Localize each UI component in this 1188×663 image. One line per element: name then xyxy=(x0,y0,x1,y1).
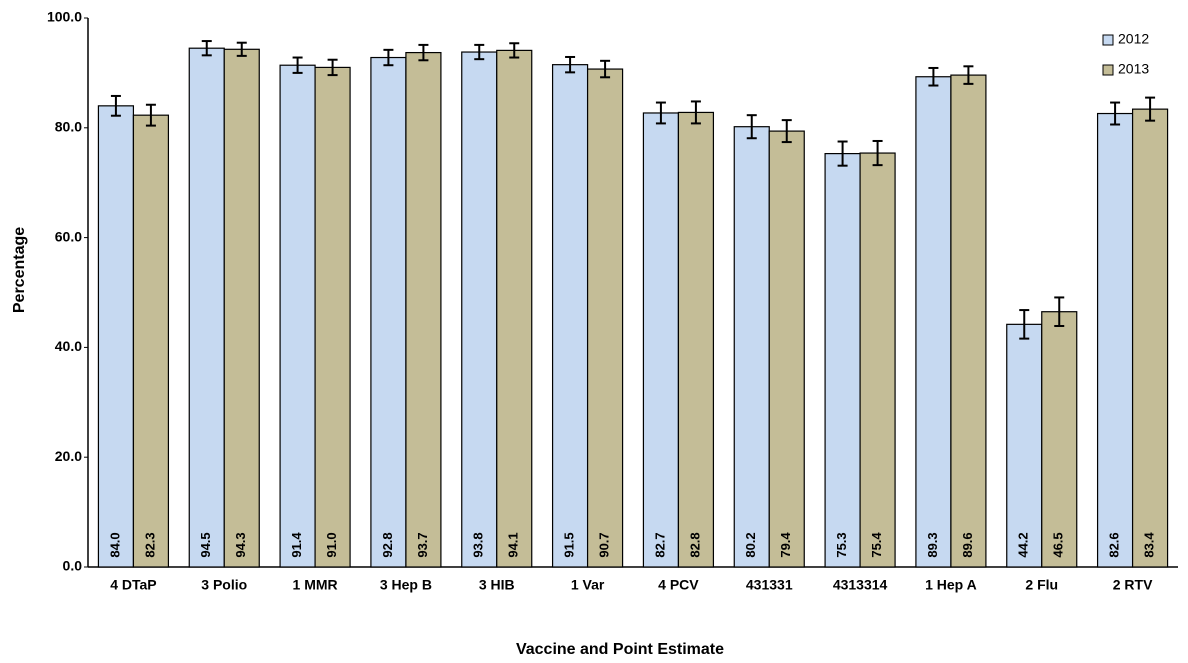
value-label: 94.1 xyxy=(506,532,521,557)
value-label: 91.4 xyxy=(289,532,304,558)
bar xyxy=(768,130,805,568)
bar xyxy=(1131,108,1169,568)
x-tick-label: 4 PCV xyxy=(658,577,699,593)
legend-swatch xyxy=(1102,34,1114,46)
x-tick-label: 3 Polio xyxy=(201,577,247,593)
error-bar xyxy=(746,114,757,140)
x-tick-label: 1 MMR xyxy=(293,577,338,593)
bar xyxy=(915,76,952,568)
value-label: 82.3 xyxy=(142,532,157,557)
bar xyxy=(859,152,896,568)
error-bar xyxy=(565,55,576,74)
error-bar xyxy=(928,66,939,87)
value-label: 83.4 xyxy=(1142,532,1157,558)
value-label: 82.6 xyxy=(1107,532,1122,557)
bar xyxy=(405,51,442,568)
y-tick-label: 0.0 xyxy=(63,558,83,574)
bar xyxy=(314,66,351,568)
bar xyxy=(1041,311,1078,568)
value-label: 90.7 xyxy=(597,532,612,557)
x-tick-label: 431331 xyxy=(746,577,793,593)
error-bar xyxy=(383,48,394,67)
value-label: 93.8 xyxy=(471,532,486,557)
error-bar xyxy=(110,94,121,117)
value-label: 44.2 xyxy=(1016,532,1031,557)
value-label: 82.8 xyxy=(687,532,702,557)
value-label: 91.5 xyxy=(562,532,577,557)
error-bar xyxy=(655,101,666,125)
value-label: 84.0 xyxy=(107,532,122,557)
error-bar xyxy=(963,65,974,85)
value-label: 94.5 xyxy=(198,532,213,557)
bar xyxy=(279,64,316,568)
value-label: 89.3 xyxy=(925,532,940,557)
error-bar xyxy=(600,59,611,79)
y-tick-label: 60.0 xyxy=(55,228,82,244)
value-label: 80.2 xyxy=(743,532,758,557)
bar xyxy=(551,64,589,568)
value-label: 89.6 xyxy=(960,532,975,557)
error-bar xyxy=(474,43,485,61)
bar xyxy=(223,48,260,568)
value-label: 93.7 xyxy=(415,532,430,557)
x-tick-label: 2 RTV xyxy=(1113,577,1153,593)
error-bar xyxy=(145,103,156,127)
bar xyxy=(824,153,861,568)
bar xyxy=(642,112,680,568)
value-label: 94.3 xyxy=(233,532,248,557)
bar xyxy=(370,56,407,568)
bar xyxy=(97,105,135,568)
y-tick-label: 100.0 xyxy=(47,9,82,25)
bar xyxy=(586,68,624,568)
error-bar xyxy=(327,58,338,77)
bar xyxy=(677,111,715,568)
x-tick-label: 4 DTaP xyxy=(110,577,156,593)
value-label: 82.7 xyxy=(652,532,667,557)
bar xyxy=(1006,323,1043,568)
value-label: 92.8 xyxy=(380,532,395,557)
error-bar xyxy=(236,41,247,57)
error-bar xyxy=(837,140,848,167)
bar xyxy=(733,126,770,568)
legend-label: 2012 xyxy=(1118,31,1149,47)
x-tick-label: 1 Var xyxy=(571,577,605,593)
x-tick-label: 3 HIB xyxy=(479,577,515,593)
value-label: 91.0 xyxy=(324,532,339,557)
error-bar xyxy=(418,43,429,62)
value-label: 75.3 xyxy=(834,532,849,557)
x-tick-label: 2 Flu xyxy=(1025,577,1058,593)
error-bar xyxy=(781,119,792,144)
bar xyxy=(188,47,225,568)
legend-swatch xyxy=(1102,64,1114,76)
bar xyxy=(496,49,533,568)
x-tick-label: 3 Hep B xyxy=(380,577,432,593)
error-bar xyxy=(1145,96,1156,122)
error-bar xyxy=(1019,309,1030,340)
bar xyxy=(132,114,170,568)
y-tick-label: 80.0 xyxy=(55,119,82,135)
error-bar xyxy=(1054,296,1065,327)
bar xyxy=(1096,112,1134,568)
legend-label: 2013 xyxy=(1118,61,1149,77)
value-label: 79.4 xyxy=(778,532,793,558)
value-label: 46.5 xyxy=(1051,532,1066,557)
error-bar xyxy=(690,100,701,125)
error-bar xyxy=(872,139,883,167)
error-bar xyxy=(201,40,212,57)
x-tick-label: 4313314 xyxy=(833,577,888,593)
error-bar xyxy=(509,42,520,59)
y-tick-label: 40.0 xyxy=(55,338,82,354)
error-bar xyxy=(1110,101,1121,126)
error-bar xyxy=(292,56,303,74)
y-tick-label: 20.0 xyxy=(55,448,82,464)
x-axis-title: Vaccine and Point Estimate xyxy=(516,641,724,658)
y-axis-title: Percentage xyxy=(11,227,28,313)
value-label: 75.4 xyxy=(869,532,884,558)
bar xyxy=(461,51,498,568)
x-tick-label: 1 Hep A xyxy=(925,577,977,593)
bar xyxy=(950,74,987,568)
